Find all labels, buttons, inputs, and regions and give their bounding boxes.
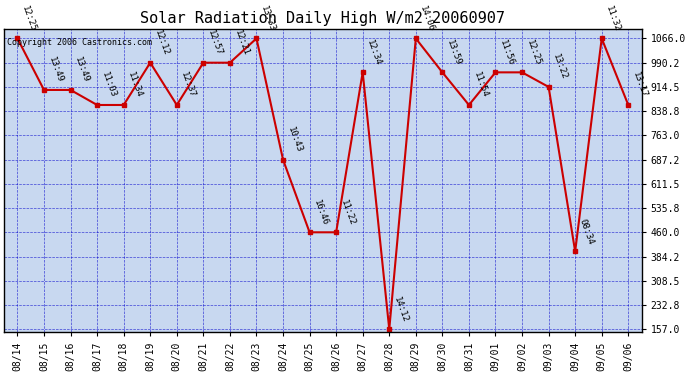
Text: 12:25: 12:25 bbox=[524, 38, 542, 67]
Title: Solar Radiation Daily High W/m2 20060907: Solar Radiation Daily High W/m2 20060907 bbox=[140, 11, 505, 26]
Text: 12:21: 12:21 bbox=[233, 28, 250, 57]
Text: Copyright 2006 Castronics.com: Copyright 2006 Castronics.com bbox=[8, 38, 152, 47]
Text: 14:12: 14:12 bbox=[392, 295, 410, 324]
Text: 10:43: 10:43 bbox=[286, 126, 304, 154]
Text: 16:46: 16:46 bbox=[313, 198, 330, 226]
Text: 11:03: 11:03 bbox=[100, 71, 117, 99]
Text: 13:49: 13:49 bbox=[73, 56, 91, 84]
Text: 11:22: 11:22 bbox=[339, 198, 357, 226]
Text: 14:06: 14:06 bbox=[418, 4, 436, 33]
Text: 13:59: 13:59 bbox=[445, 38, 463, 67]
Text: 12:57: 12:57 bbox=[206, 28, 224, 57]
Text: 12:34: 12:34 bbox=[365, 38, 383, 67]
Text: 13:22: 13:22 bbox=[551, 53, 569, 81]
Text: 13:33: 13:33 bbox=[259, 4, 277, 33]
Text: 11:34: 11:34 bbox=[126, 71, 144, 99]
Text: 11:56: 11:56 bbox=[498, 38, 516, 67]
Text: 12:37: 12:37 bbox=[179, 71, 197, 99]
Text: 13:17: 13:17 bbox=[631, 71, 649, 99]
Text: 12:25: 12:25 bbox=[20, 4, 38, 33]
Text: 13:49: 13:49 bbox=[47, 56, 64, 84]
Text: 12:12: 12:12 bbox=[153, 28, 170, 57]
Text: 11:32: 11:32 bbox=[604, 4, 622, 33]
Text: 08:34: 08:34 bbox=[578, 217, 595, 246]
Text: 11:54: 11:54 bbox=[471, 71, 489, 99]
